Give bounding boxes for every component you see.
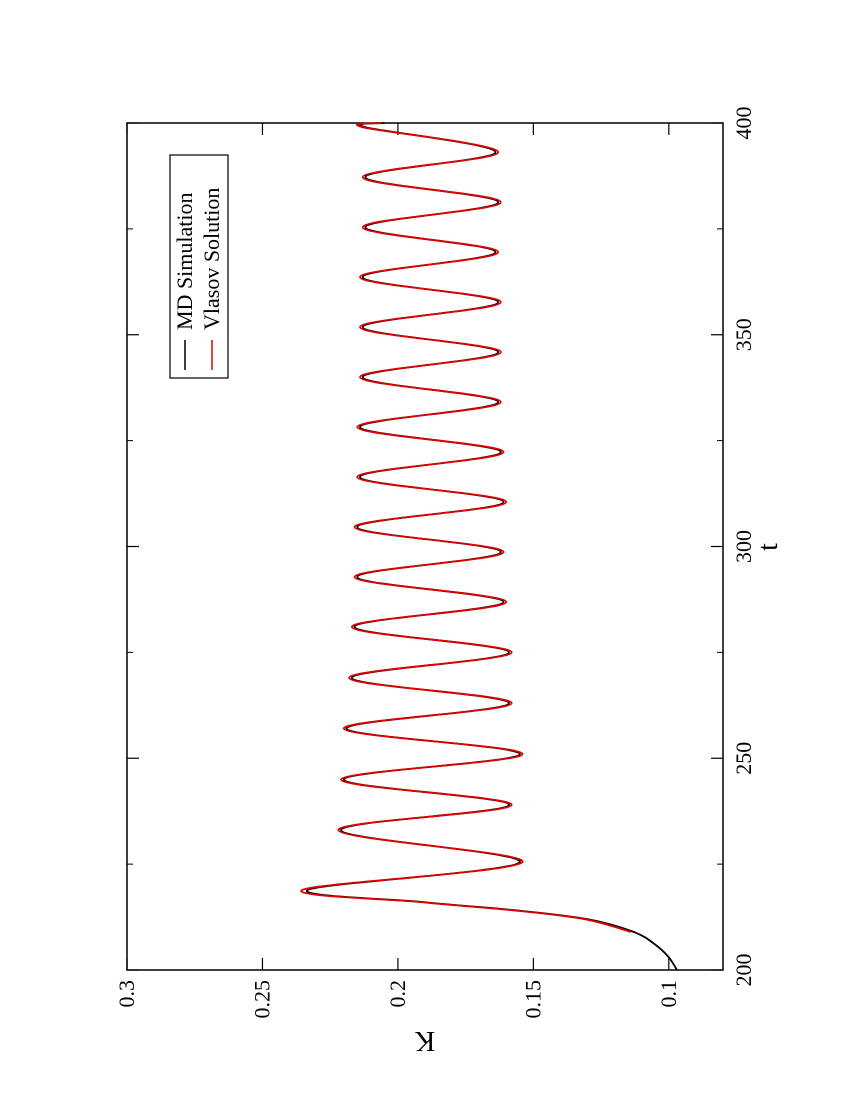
series-line	[300, 122, 632, 933]
y-axis-label: K	[415, 1025, 435, 1056]
legend-box	[169, 154, 229, 379]
y-tick-label: 0.25	[249, 980, 274, 1019]
y-tick-label: 0.3	[114, 980, 139, 1008]
rotated-plot: t K 200 250 300 350 400 0.1 0.15 0.2 0.25 0.3 MD S…	[114, 107, 784, 1057]
x-axis-label: t	[753, 543, 784, 551]
y-tick-label: 0.15	[520, 980, 545, 1019]
x-tick-label: 250	[731, 742, 756, 775]
x-tick-label: 400	[731, 107, 756, 140]
x-tick-label: 200	[731, 954, 756, 987]
y-tick-label: 0.2	[385, 980, 410, 1008]
y-tick-label: 0.1	[656, 980, 681, 1008]
x-tick-label: 300	[731, 530, 756, 563]
legend-label: Vlasov Solution	[199, 188, 224, 330]
series-line	[305, 122, 678, 971]
x-tick-label: 350	[731, 318, 756, 351]
legend-label: MD Simulation	[172, 192, 197, 330]
